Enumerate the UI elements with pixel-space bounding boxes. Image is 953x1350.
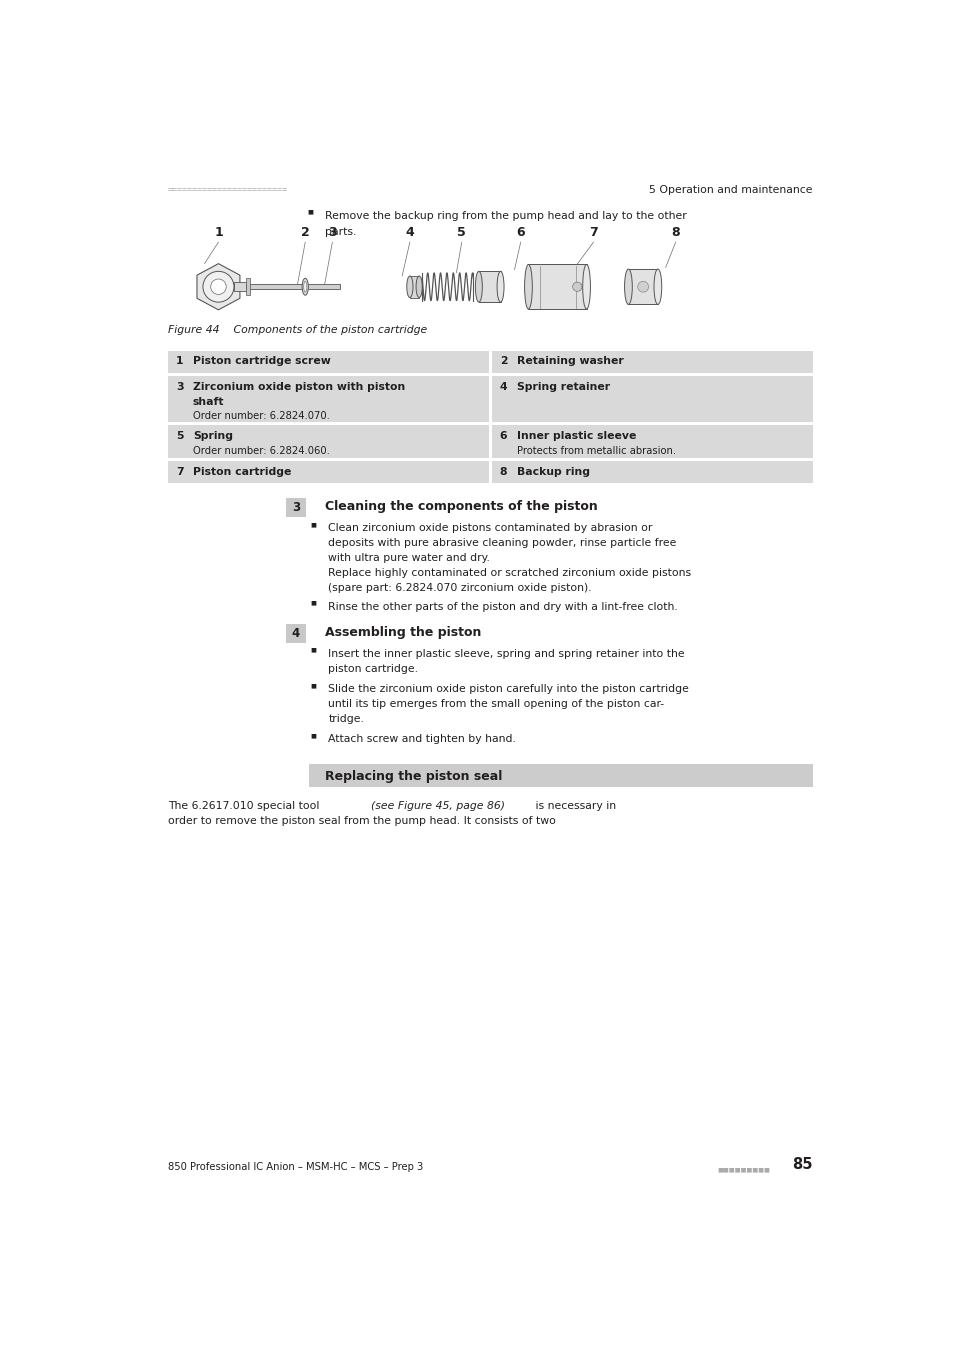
Text: (see Figure 45, page 86): (see Figure 45, page 86) [371, 801, 504, 811]
Circle shape [211, 279, 226, 294]
Bar [492, 460, 812, 483]
Text: Slide the zirconium oxide piston carefully into the piston cartridge: Slide the zirconium oxide piston careful… [328, 684, 689, 694]
Text: Assembling the piston: Assembling the piston [324, 626, 480, 640]
Text: Order number: 6.2824.070.: Order number: 6.2824.070. [193, 412, 330, 421]
Text: Insert the inner plastic sleeve, spring and spring retainer into the: Insert the inner plastic sleeve, spring … [328, 648, 684, 659]
Text: tridge.: tridge. [328, 714, 364, 724]
Text: parts.: parts. [324, 227, 355, 238]
Text: Cleaning the components of the piston: Cleaning the components of the piston [324, 501, 597, 513]
Text: ■: ■ [307, 209, 314, 215]
Text: piston cartridge.: piston cartridge. [328, 664, 418, 674]
Bar [233, 282, 248, 292]
Text: (spare part: 6.2824.070 zirconium oxide piston).: (spare part: 6.2824.070 zirconium oxide … [328, 583, 592, 593]
Circle shape [637, 281, 648, 292]
Text: ========================: ======================== [168, 185, 288, 194]
Polygon shape [196, 263, 239, 310]
Text: Piston cartridge: Piston cartridge [193, 467, 291, 477]
Ellipse shape [416, 275, 422, 297]
Text: Inner plastic sleeve: Inner plastic sleeve [517, 431, 636, 441]
Bar [492, 351, 812, 374]
Bar [628, 269, 658, 305]
Text: Attach screw and tighten by hand.: Attach screw and tighten by hand. [328, 734, 516, 744]
Text: 6: 6 [516, 225, 524, 239]
Text: Figure 44    Components of the piston cartridge: Figure 44 Components of the piston cartr… [168, 325, 427, 335]
Bar [168, 425, 489, 458]
Text: Protects from metallic abrasion.: Protects from metallic abrasion. [517, 446, 676, 456]
Text: until its tip emerges from the small opening of the piston car-: until its tip emerges from the small ope… [328, 699, 664, 709]
Bar [410, 275, 418, 297]
Text: Replacing the piston seal: Replacing the piston seal [324, 769, 501, 783]
Ellipse shape [302, 278, 308, 296]
Text: ■: ■ [310, 648, 315, 653]
Text: 8: 8 [671, 225, 679, 239]
Text: ■: ■ [310, 601, 315, 606]
Text: 7: 7 [175, 467, 183, 477]
Text: Spring: Spring [193, 431, 233, 441]
Text: 5: 5 [456, 225, 466, 239]
Bar [168, 377, 489, 423]
Text: 8: 8 [499, 467, 507, 477]
Text: Replace highly contaminated or scratched zirconium oxide pistons: Replace highly contaminated or scratched… [328, 568, 691, 578]
Bar [492, 377, 812, 423]
Bar [246, 278, 250, 296]
Text: 1: 1 [175, 356, 183, 366]
Bar [492, 425, 812, 458]
Text: ■■■■■■■■■: ■■■■■■■■■ [717, 1168, 769, 1172]
Text: ■: ■ [310, 522, 315, 526]
Ellipse shape [303, 281, 307, 292]
Text: 7: 7 [589, 225, 598, 239]
Bar [478, 271, 500, 302]
Text: Backup ring: Backup ring [517, 467, 589, 477]
Bar [286, 625, 306, 643]
Text: is necessary in: is necessary in [532, 801, 616, 811]
Text: Piston cartridge screw: Piston cartridge screw [193, 356, 331, 366]
Text: 2: 2 [300, 225, 310, 239]
Circle shape [203, 271, 233, 302]
Ellipse shape [475, 271, 482, 302]
Text: 4: 4 [405, 225, 414, 239]
Text: Zirconium oxide piston with piston: Zirconium oxide piston with piston [193, 382, 405, 393]
Text: order to remove the piston seal from the pump head. It consists of two: order to remove the piston seal from the… [168, 815, 556, 826]
Text: deposits with pure abrasive cleaning powder, rinse particle free: deposits with pure abrasive cleaning pow… [328, 537, 677, 548]
Text: ■: ■ [310, 733, 315, 738]
Text: 5: 5 [175, 431, 183, 441]
Bar [168, 460, 489, 483]
Text: 2: 2 [499, 356, 507, 366]
Text: 4: 4 [292, 628, 300, 640]
Text: 3: 3 [328, 225, 336, 239]
Text: shaft: shaft [193, 397, 224, 406]
Text: 850 Professional IC Anion – MSM-HC – MCS – Prep 3: 850 Professional IC Anion – MSM-HC – MCS… [168, 1162, 423, 1172]
Text: Remove the backup ring from the pump head and lay to the other: Remove the backup ring from the pump hea… [324, 211, 685, 220]
Ellipse shape [524, 265, 532, 309]
Text: Order number: 6.2824.060.: Order number: 6.2824.060. [193, 446, 330, 456]
Text: Retaining washer: Retaining washer [517, 356, 623, 366]
Bar [286, 498, 306, 517]
Text: 1: 1 [213, 225, 223, 239]
Text: 4: 4 [499, 382, 507, 393]
Ellipse shape [654, 269, 661, 305]
Text: ■: ■ [310, 683, 315, 688]
Bar [246, 284, 340, 289]
Bar [528, 265, 586, 309]
Ellipse shape [624, 269, 632, 305]
Text: 5 Operation and maintenance: 5 Operation and maintenance [649, 185, 812, 196]
Ellipse shape [406, 275, 413, 297]
Text: 3: 3 [175, 382, 183, 393]
Circle shape [572, 282, 581, 292]
Text: 3: 3 [292, 501, 299, 514]
Text: The 6.2617.010 special tool: The 6.2617.010 special tool [168, 801, 323, 811]
Text: Spring retainer: Spring retainer [517, 382, 609, 393]
Text: 6: 6 [499, 431, 507, 441]
Text: Clean zirconium oxide pistons contaminated by abrasion or: Clean zirconium oxide pistons contaminat… [328, 522, 652, 533]
Text: with ultra pure water and dry.: with ultra pure water and dry. [328, 552, 490, 563]
Ellipse shape [497, 271, 503, 302]
Text: Rinse the other parts of the piston and dry with a lint-free cloth.: Rinse the other parts of the piston and … [328, 602, 678, 612]
Bar [168, 351, 489, 374]
Text: 85: 85 [792, 1157, 812, 1172]
Bar [309, 764, 812, 787]
Ellipse shape [582, 265, 590, 309]
